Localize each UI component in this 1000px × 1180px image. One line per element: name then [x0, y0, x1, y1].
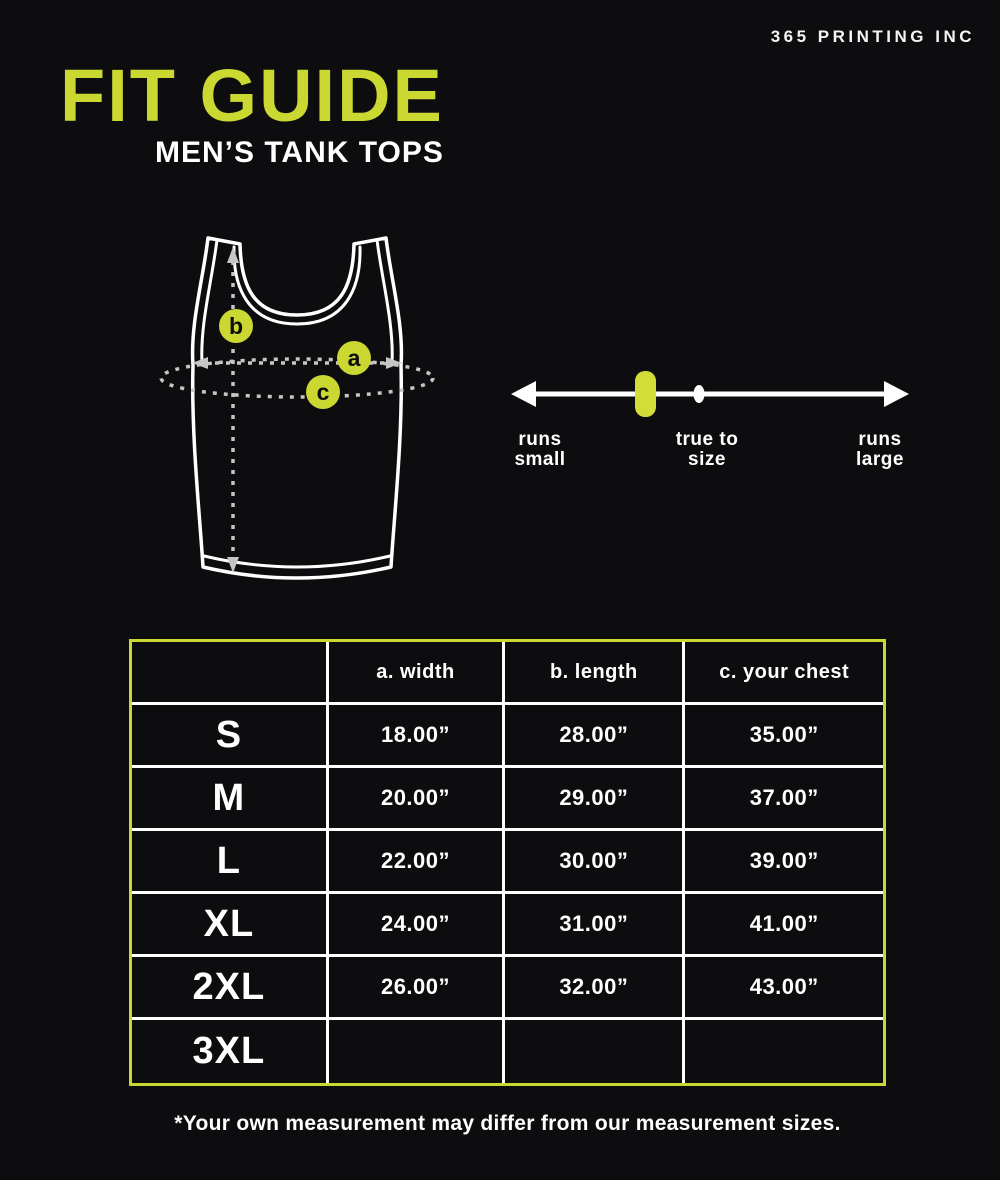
- fit-scale: [511, 371, 909, 417]
- table-row: S 18.00” 28.00” 35.00”: [132, 705, 883, 768]
- marker-b: b: [219, 309, 253, 343]
- length-value: 29.00”: [505, 768, 686, 831]
- chest-value: [685, 1020, 883, 1083]
- size-label: 2XL: [132, 957, 329, 1020]
- size-label: S: [132, 705, 329, 768]
- width-value: [329, 1020, 506, 1083]
- marker-c: c: [306, 375, 340, 409]
- length-value: 30.00”: [505, 831, 686, 894]
- table-row: M 20.00” 29.00” 37.00”: [132, 768, 883, 831]
- length-arrow-up-icon: [227, 247, 239, 263]
- table-row: L 22.00” 30.00” 39.00”: [132, 831, 883, 894]
- chest-value: 41.00”: [685, 894, 883, 957]
- width-value: 26.00”: [328, 957, 506, 1020]
- page-title: FIT GUIDE: [60, 54, 444, 137]
- fit-scale-arrow-right-icon: [884, 381, 909, 407]
- length-value: 31.00”: [505, 894, 686, 957]
- collar-band-line: [232, 245, 362, 326]
- table-header-row: a. width b. length c. your chest: [132, 642, 883, 705]
- size-label: L: [132, 831, 329, 894]
- chest-value: 35.00”: [685, 705, 883, 768]
- hem-seam-line: [202, 554, 392, 569]
- header-chest: c. your chest: [685, 642, 883, 705]
- chest-value: 39.00”: [685, 831, 883, 894]
- length-value: 32.00”: [505, 957, 686, 1020]
- header-width: a. width: [328, 642, 506, 705]
- header-size: [132, 642, 329, 705]
- left-armhole-seam: [200, 238, 219, 364]
- width-value: 20.00”: [328, 768, 506, 831]
- header-length: b. length: [505, 642, 686, 705]
- true-to-size-dot: [693, 385, 705, 403]
- marker-a-label: a: [348, 345, 361, 371]
- table-row: 2XL 26.00” 32.00” 43.00”: [132, 957, 883, 1020]
- fit-position-marker: [635, 371, 656, 417]
- marker-a: a: [337, 341, 371, 375]
- right-armhole-seam: [375, 238, 394, 364]
- length-value: [505, 1020, 686, 1083]
- width-value: 22.00”: [328, 831, 506, 894]
- title-block: FIT GUIDE MEN’S TANK TOPS: [60, 58, 444, 170]
- scale-label-runs-large: runs large: [856, 429, 904, 470]
- size-label: 3XL: [132, 1020, 329, 1083]
- size-label: M: [132, 768, 329, 831]
- tank-outline: [190, 236, 404, 580]
- page-subtitle: MEN’S TANK TOPS: [154, 136, 444, 169]
- table-row: 3XL: [132, 1020, 883, 1083]
- footnote: *Your own measurement may differ from ou…: [174, 1112, 841, 1135]
- size-table: a. width b. length c. your chest S 18.00…: [129, 639, 886, 1086]
- scale-label-true-to-size: true to size: [675, 429, 739, 470]
- size-label: XL: [132, 894, 329, 957]
- length-value: 28.00”: [505, 705, 686, 768]
- chest-value: 37.00”: [685, 768, 883, 831]
- tank-top-diagram: b a c: [159, 236, 435, 580]
- table-row: XL 24.00” 31.00” 41.00”: [132, 894, 883, 957]
- marker-c-label: c: [317, 379, 330, 405]
- width-value: 18.00”: [328, 705, 506, 768]
- chest-measure-ellipse: [159, 357, 435, 399]
- marker-b-label: b: [229, 313, 243, 339]
- length-arrow-down-icon: [227, 557, 239, 573]
- width-arrow-right-icon: [386, 357, 402, 369]
- width-value: 24.00”: [328, 894, 506, 957]
- fit-scale-arrow-left-icon: [511, 381, 536, 407]
- brand-text: 365 PRINTING INC: [770, 27, 975, 46]
- chest-value: 43.00”: [685, 957, 883, 1020]
- scale-label-runs-small: runs small: [514, 429, 566, 470]
